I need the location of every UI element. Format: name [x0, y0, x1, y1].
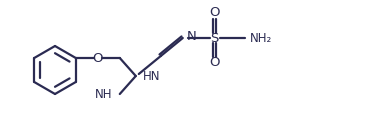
Text: O: O — [93, 52, 103, 64]
Text: O: O — [209, 56, 220, 70]
Text: N: N — [187, 30, 197, 43]
Text: O: O — [209, 6, 220, 20]
Text: NH: NH — [95, 88, 113, 102]
Text: HN: HN — [143, 70, 160, 82]
Text: S: S — [210, 32, 219, 44]
Text: NH₂: NH₂ — [250, 32, 272, 44]
